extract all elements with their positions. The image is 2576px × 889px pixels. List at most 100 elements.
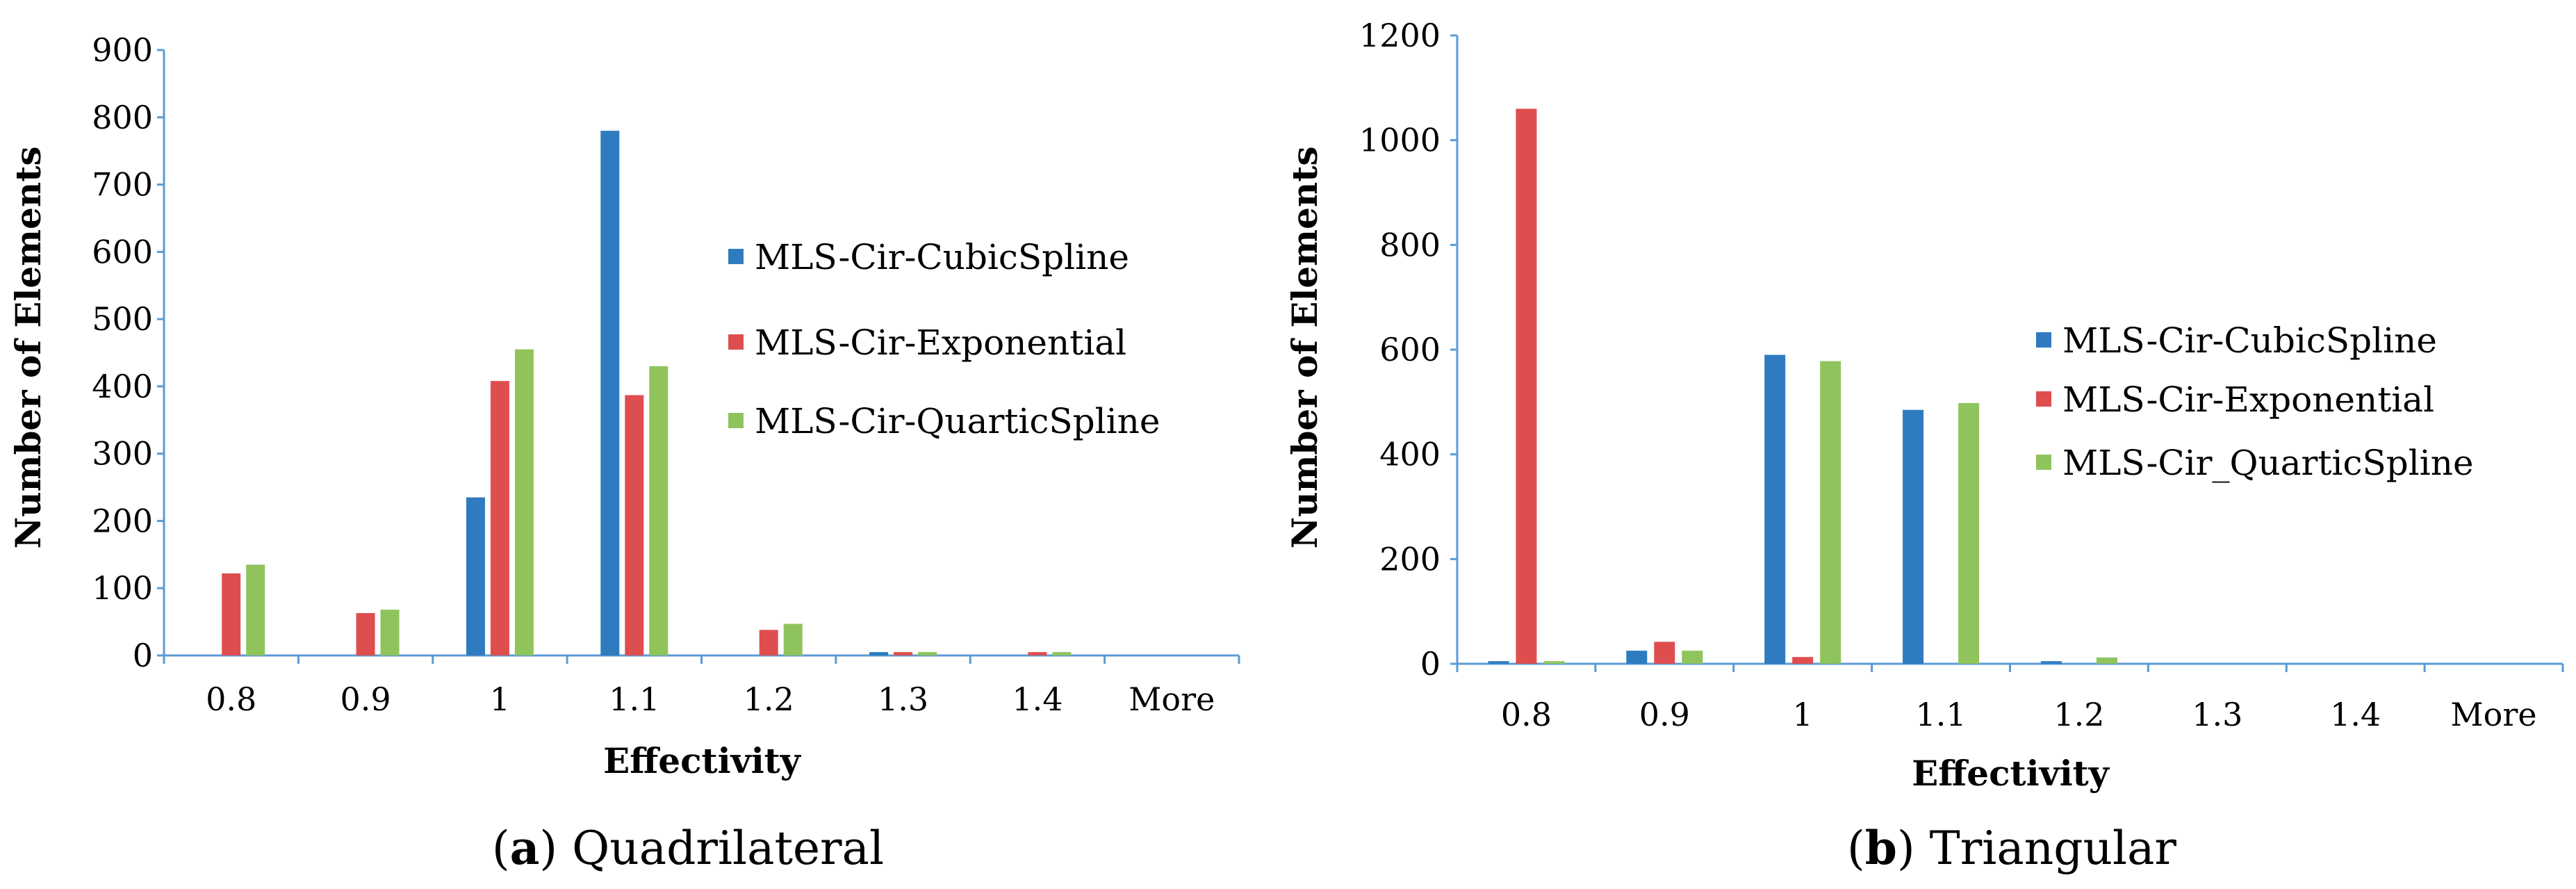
- y-axis-label: Number of Elements: [8, 147, 49, 549]
- bar: [514, 349, 534, 655]
- y-tick-label: 500: [92, 300, 153, 338]
- bar: [356, 613, 375, 655]
- x-tick-label: 1: [490, 680, 510, 718]
- bar: [466, 497, 485, 655]
- legend-swatch: [2036, 391, 2051, 407]
- legend-label: MLS-Cir-QuarticSpline: [755, 401, 1160, 441]
- x-tick-label: 1.4: [2330, 696, 2381, 733]
- y-tick-label: 600: [92, 233, 153, 270]
- bar: [1543, 661, 1565, 664]
- bar: [1958, 402, 1980, 664]
- x-tick-label: 1.1: [1915, 696, 1966, 733]
- y-tick-label: 700: [92, 166, 153, 204]
- bar: [2040, 661, 2062, 664]
- x-axis-label: Effectivity: [1912, 753, 2110, 794]
- bar: [246, 564, 265, 655]
- bar: [380, 610, 400, 655]
- legend-swatch: [728, 413, 744, 428]
- x-tick-marks: [163, 655, 1240, 664]
- legend-label: MLS-Cir-Exponential: [2062, 380, 2434, 420]
- legend-label: MLS-Cir_QuarticSpline: [2062, 443, 2474, 483]
- bar: [222, 573, 241, 655]
- bar: [490, 381, 509, 655]
- caption-letter: a: [510, 821, 540, 875]
- bar: [1052, 652, 1072, 655]
- x-tick-label: More: [2451, 696, 2537, 733]
- y-tick-marks: [157, 49, 164, 657]
- legend-swatch: [728, 334, 744, 350]
- bar: [600, 131, 620, 656]
- bar: [1654, 642, 1675, 664]
- y-tick-label: 0: [1420, 645, 1441, 683]
- y-tick-labels: 0 100 200 300 400 500 600 700 800 900: [92, 31, 153, 674]
- bar: [1764, 354, 1786, 664]
- legend-swatch: [2036, 332, 2051, 348]
- y-tick-label: 400: [1379, 436, 1441, 473]
- legend-label: MLS-Cir-CubicSpline: [755, 237, 1129, 277]
- y-tick-labels: 0 200 400 600 800 1000 1200: [1359, 17, 1441, 683]
- caption-text: ) Quadrilateral: [539, 822, 884, 875]
- bar: [918, 652, 937, 655]
- y-tick-label: 900: [92, 31, 153, 69]
- caption: (b) Triangular: [1847, 821, 2176, 875]
- y-tick-marks: [1450, 34, 1457, 665]
- y-tick-label: 800: [1379, 226, 1441, 263]
- bar: [1028, 652, 1047, 655]
- y-tick-label: 400: [92, 368, 153, 405]
- legend: MLS-Cir-CubicSpline MLS-Cir-Exponential …: [2036, 320, 2474, 483]
- caption-open: (: [1847, 822, 1865, 875]
- y-tick-label: 600: [1379, 331, 1441, 368]
- y-axis-label: Number of Elements: [1284, 147, 1325, 549]
- x-tick-label: 0.8: [1501, 696, 1552, 733]
- x-tick-label: 0.9: [340, 680, 391, 718]
- x-tick-label: 0.8: [206, 680, 256, 718]
- x-tick-label: 1.2: [2053, 696, 2104, 733]
- bar: [1820, 361, 1841, 664]
- bar: [1516, 108, 1537, 664]
- chart-triangular: 0 200 400 600 800 1000 1200 0.8 0.9 1 1.1 1.2 1.3 1.…: [1284, 17, 2564, 875]
- bar: [1682, 651, 1703, 664]
- bar: [894, 652, 913, 655]
- bar: [1626, 651, 1648, 664]
- y-tick-label: 200: [92, 502, 153, 539]
- bar: [783, 623, 803, 655]
- y-tick-label: 800: [92, 99, 153, 136]
- bar: [2096, 657, 2117, 664]
- y-tick-label: 200: [1379, 540, 1441, 578]
- x-tick-label: 0.9: [1639, 696, 1690, 733]
- x-tick-label: 1.2: [744, 680, 794, 718]
- bar: [1903, 409, 1924, 664]
- x-tick-labels: 0.8 0.9 1 1.1 1.2 1.3 1.4 More: [1501, 696, 2537, 733]
- x-axis-label: Effectivity: [603, 740, 802, 781]
- legend-swatch: [728, 249, 744, 264]
- y-tick-label: 300: [92, 435, 153, 473]
- y-tick-label: 1000: [1359, 122, 1441, 159]
- y-tick-label: 100: [92, 569, 153, 607]
- x-tick-label: More: [1129, 680, 1215, 718]
- bar: [649, 366, 668, 655]
- caption-text: ) Triangular: [1897, 822, 2176, 875]
- legend-swatch: [2036, 455, 2051, 470]
- x-tick-label: 1.3: [2192, 696, 2242, 733]
- bars: [222, 131, 1072, 656]
- x-tick-labels: 0.8 0.9 1 1.1 1.2 1.3 1.4 More: [206, 680, 1215, 718]
- y-tick-label: 0: [133, 637, 153, 674]
- chart-quadrilateral: 0 100 200 300 400 500 600 700 800 900 0.8 0.9 1 1.1 1…: [8, 31, 1240, 875]
- legend-label: MLS-Cir-Exponential: [755, 323, 1126, 363]
- caption-open: (: [492, 822, 510, 875]
- legend-label: MLS-Cir-CubicSpline: [2062, 320, 2437, 361]
- x-tick-label: 1.1: [609, 680, 659, 718]
- x-tick-label: 1.3: [878, 680, 928, 718]
- caption: (a) Quadrilateral: [492, 821, 884, 875]
- legend: MLS-Cir-CubicSpline MLS-Cir-Exponential …: [728, 237, 1160, 441]
- x-tick-label: 1: [1793, 696, 1813, 733]
- bar: [1792, 657, 1814, 664]
- bar: [869, 652, 889, 655]
- bar: [759, 630, 778, 655]
- x-tick-label: 1.4: [1012, 680, 1063, 718]
- bar: [1488, 661, 1509, 664]
- bar: [625, 395, 644, 655]
- x-tick-marks: [1456, 664, 2564, 672]
- bars: [1488, 108, 2117, 664]
